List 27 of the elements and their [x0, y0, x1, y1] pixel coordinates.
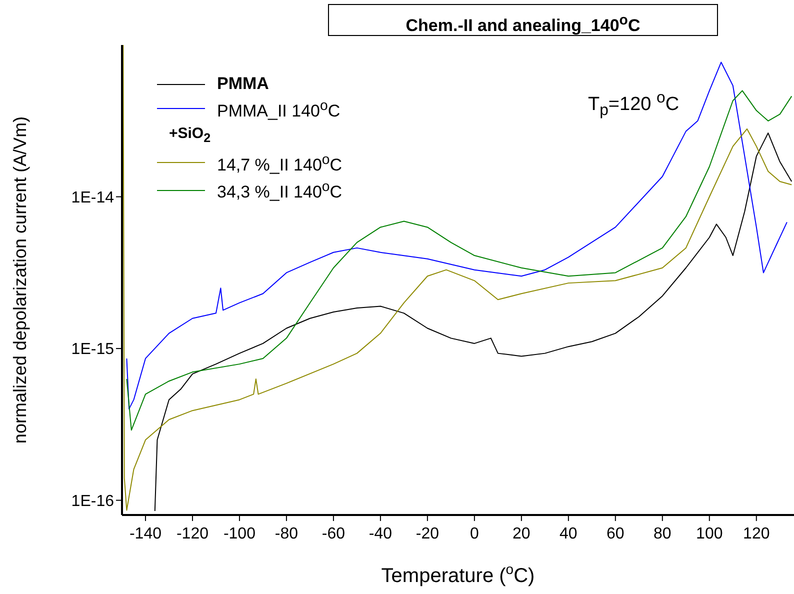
x-tick-label: 100 [696, 525, 723, 542]
x-tick-label: 0 [470, 525, 479, 542]
annotation: T$_{p}$=120 $^{o}$C [588, 90, 680, 120]
legend-label: PMMA_II 140$^{o}$C [217, 97, 340, 123]
legend-label: 14,7 %_II 140$^{o}$C [217, 150, 342, 176]
x-tick-label: -120 [176, 525, 209, 542]
x-tick-label: -20 [416, 525, 440, 542]
y-tick-label: 1E-15 [71, 341, 114, 358]
y-tick-label: 1E-14 [71, 189, 114, 206]
x-tick-label: 20 [512, 525, 530, 542]
x-tick-label: -40 [368, 525, 392, 542]
legend-label: PMMA [217, 73, 269, 95]
x-tick-label: 40 [560, 525, 578, 542]
x-tick-label: -100 [223, 525, 256, 542]
legend-label: 34,3 %_II 140$^{o}$C [217, 178, 342, 204]
x-tick-label: -60 [322, 525, 346, 542]
x-axis-title: Temperature ($^{o}$C) [381, 561, 535, 587]
x-tick-label: 80 [654, 525, 672, 542]
x-tick-label: -80 [274, 525, 298, 542]
y-axis-title: normalized depolarization current (A/Vm) [10, 116, 30, 444]
chart-title: Chem.-II and anealing_140$^{o}$C [406, 12, 640, 35]
x-tick-label: -140 [129, 525, 162, 542]
x-tick-label: 60 [606, 525, 624, 542]
x-tick-label: 120 [743, 525, 770, 542]
annotation: +SiO$_{2}$ [169, 124, 211, 145]
y-tick-label: 1E-16 [71, 492, 114, 510]
line-series [122, 45, 792, 511]
